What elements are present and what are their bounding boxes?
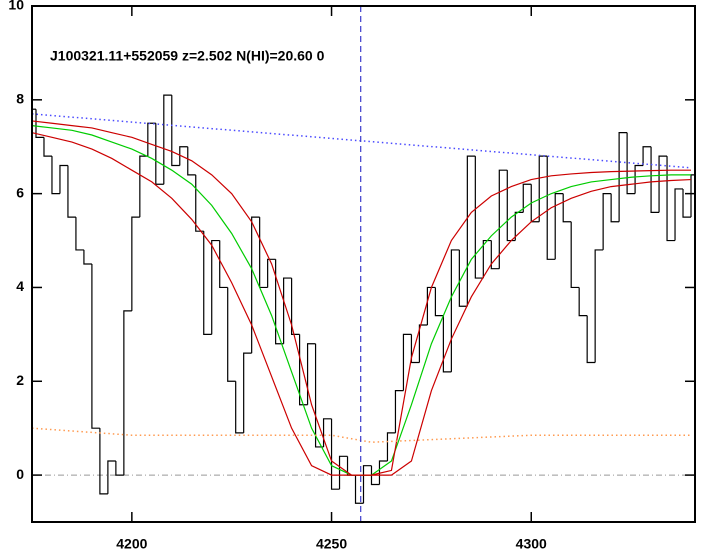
spectrum-step (59, 164, 68, 194)
spectrum-step (522, 183, 532, 213)
spectrum-step (267, 258, 276, 288)
spectrum-step (306, 343, 316, 405)
spectrum-step (450, 249, 460, 372)
spectrum-step (171, 95, 180, 167)
spectrum-step (426, 286, 436, 325)
spectrum-step (410, 334, 420, 364)
spectrum-step (211, 239, 220, 335)
dotted-curve (32, 113, 692, 169)
model-curve (32, 120, 692, 476)
spectrum-step (474, 156, 484, 279)
x-tick-label: 4200 (116, 536, 147, 552)
spectrum-step (83, 249, 92, 265)
spectrum-step (235, 381, 244, 434)
spectrum-step (75, 217, 84, 251)
spectrum-step (115, 461, 124, 476)
y-tick-label: 2 (16, 372, 24, 388)
x-tick-label: 4300 (516, 536, 547, 552)
model-curve (32, 132, 692, 476)
spectrum-step (386, 432, 396, 462)
spectrum-step (314, 343, 324, 448)
chart-title: J100321.11+552059 z=2.502 N(HI)=20.60 0 (50, 48, 325, 64)
spectrum-step (442, 315, 452, 373)
spectrum-step (131, 216, 140, 311)
spectrum-step (203, 231, 212, 335)
spectrum-step (283, 277, 292, 344)
spectrum-step (67, 165, 76, 218)
spectrum-step (402, 333, 412, 391)
spectrum-step (370, 465, 380, 486)
spectrum-step (482, 239, 492, 279)
spectrum-step (99, 428, 108, 495)
spectrum-step (163, 94, 172, 185)
spectrum-step (562, 193, 572, 223)
spectrum-step (243, 352, 252, 433)
spectrum-step (554, 193, 564, 260)
spectrum-step (378, 460, 388, 485)
spectrum-step (51, 156, 60, 195)
spectrum-step (434, 287, 444, 317)
spectrum-step (546, 156, 556, 260)
y-tick-label: 6 (16, 184, 24, 200)
spectrum-step (147, 122, 156, 157)
spectrum-step (43, 137, 52, 157)
spectrum-step (594, 249, 604, 363)
plot-frame (31, 5, 696, 523)
spectrum-step (219, 240, 228, 289)
spectrum-step (506, 170, 516, 242)
plot-area (32, 6, 695, 522)
spectrum-step (458, 249, 468, 307)
spectrum-step (338, 455, 348, 490)
spectrum-step (330, 418, 340, 490)
y-tick-label: 10 (8, 0, 24, 13)
spectrum-step (514, 211, 524, 241)
spectrum-step (346, 456, 356, 476)
spectrum-step (490, 240, 500, 270)
spectrum-step (195, 174, 204, 232)
spectrum-step (578, 287, 588, 317)
spectrum-step (498, 169, 508, 269)
spectrum-step (666, 156, 676, 242)
spectrum-step (91, 264, 100, 429)
spectrum-step (634, 164, 644, 194)
spectrum-step (650, 146, 660, 213)
spectrum-step (642, 146, 652, 166)
spectrum-step (362, 465, 372, 504)
y-tick-label: 8 (16, 91, 24, 107)
spectrum-step (618, 132, 628, 222)
spectrum-step (466, 155, 476, 307)
dotted-curve (32, 427, 692, 444)
spectrum-step (682, 188, 692, 218)
spectrum-step (35, 109, 44, 138)
y-tick-label: 0 (16, 466, 24, 482)
spectrum-step (227, 287, 236, 382)
spectrum-step (354, 475, 364, 504)
spectrum-step (187, 146, 196, 176)
spectrum-step (610, 193, 620, 223)
x-tick-label: 4250 (316, 536, 347, 552)
spectrum-step (291, 278, 300, 335)
spectrum-step (155, 123, 164, 185)
spectrum-step (586, 315, 596, 364)
spectrum-step (251, 216, 260, 354)
y-tick-label: 4 (16, 278, 24, 294)
spectrum-step (298, 334, 308, 406)
spectrum-step (658, 155, 668, 213)
spectrum-step (626, 132, 636, 195)
spectrum-step (139, 155, 148, 218)
spectrum-step (123, 310, 132, 476)
spectrum-step (275, 259, 284, 345)
model-curve (32, 125, 692, 476)
spectrum-step (418, 324, 428, 363)
spectrum-step (570, 221, 580, 289)
spectrum-step (107, 460, 116, 494)
spectrum-step (674, 188, 684, 241)
spectrum-step (602, 193, 612, 250)
spectrum-step (179, 146, 188, 166)
spectrum-step (394, 390, 404, 433)
